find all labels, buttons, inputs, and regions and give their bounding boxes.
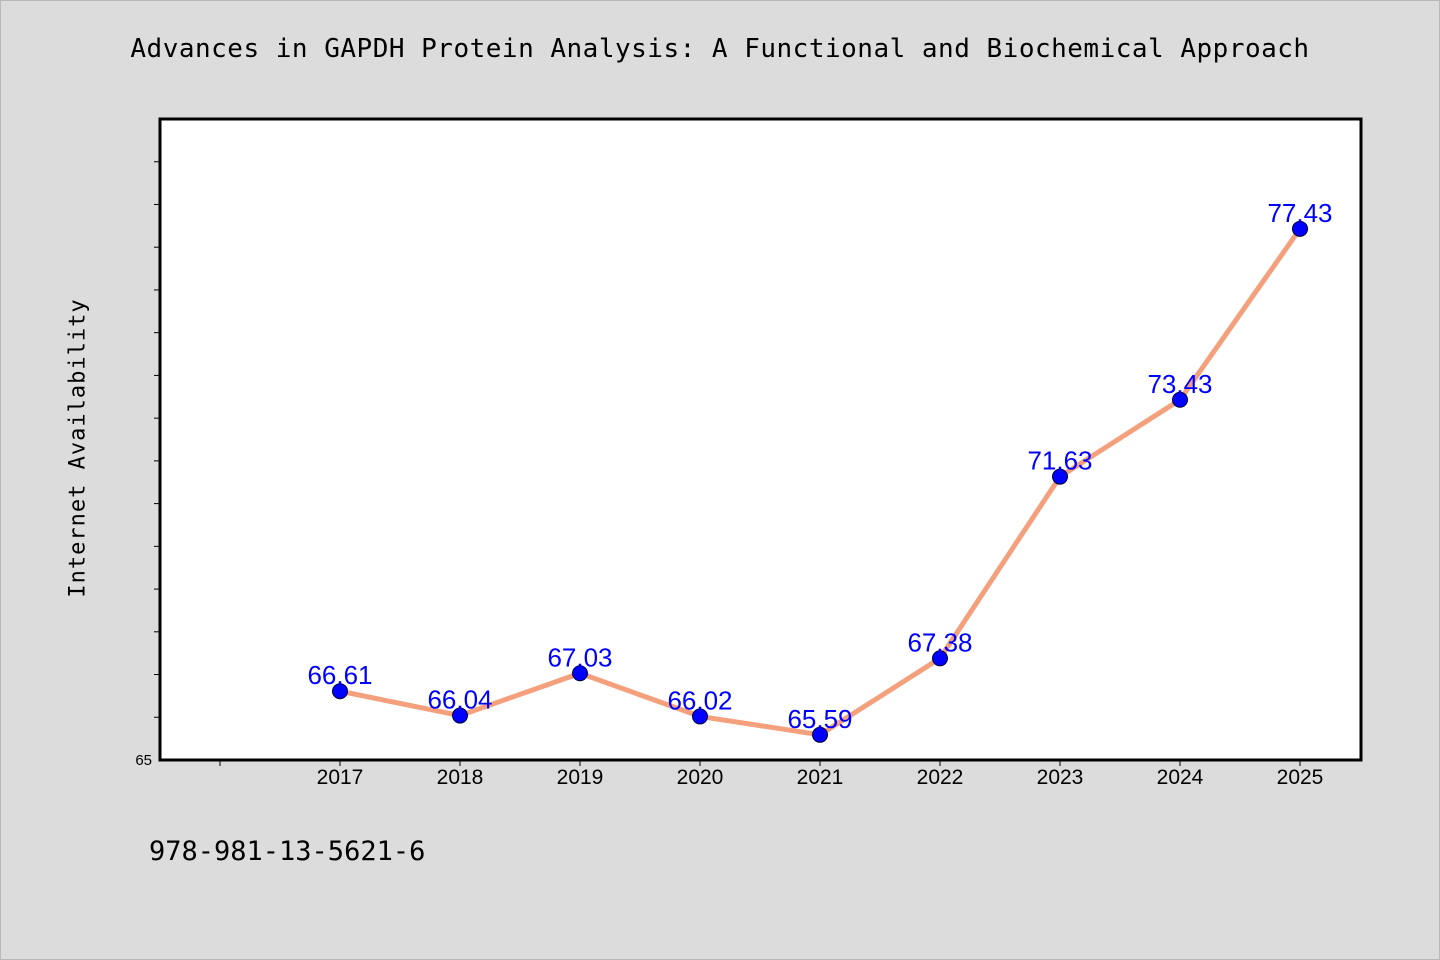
chart-title: Advances in GAPDH Protein Analysis: A Fu… <box>130 34 1310 64</box>
x-tick-label: 2017 <box>317 766 364 789</box>
data-label: 67.03 <box>547 642 612 672</box>
x-tick-label: 2021 <box>797 766 844 789</box>
data-point <box>812 726 828 743</box>
data-point <box>932 650 948 667</box>
data-point <box>1292 220 1308 237</box>
data-label: 66.02 <box>667 685 732 715</box>
data-label: 77.43 <box>1267 198 1332 228</box>
data-point <box>692 708 708 725</box>
x-tick-label: 2025 <box>1277 766 1324 789</box>
data-label: 66.61 <box>307 660 372 690</box>
data-point <box>332 683 348 700</box>
data-label: 65.59 <box>787 704 852 734</box>
x-tick-label: 2024 <box>1157 766 1204 789</box>
isbn-footer: 978-981-13-5621-6 <box>149 836 426 867</box>
data-label: 73.43 <box>1147 369 1212 399</box>
x-tick-label: 2019 <box>557 766 604 789</box>
data-label: 71.63 <box>1027 446 1092 476</box>
x-tick-label: 2022 <box>917 766 964 789</box>
x-tick-label: 2018 <box>437 766 484 789</box>
data-label: 67.38 <box>907 627 972 657</box>
data-label: 66.04 <box>427 685 492 715</box>
y-tick-label: 65 <box>135 752 152 769</box>
data-point <box>452 707 468 724</box>
data-point <box>1172 391 1188 408</box>
x-tick-label: 2020 <box>677 766 724 789</box>
plot-area <box>158 117 1363 762</box>
data-point <box>1052 468 1068 485</box>
data-point <box>572 665 588 682</box>
x-tick-label: 2023 <box>1037 766 1084 789</box>
